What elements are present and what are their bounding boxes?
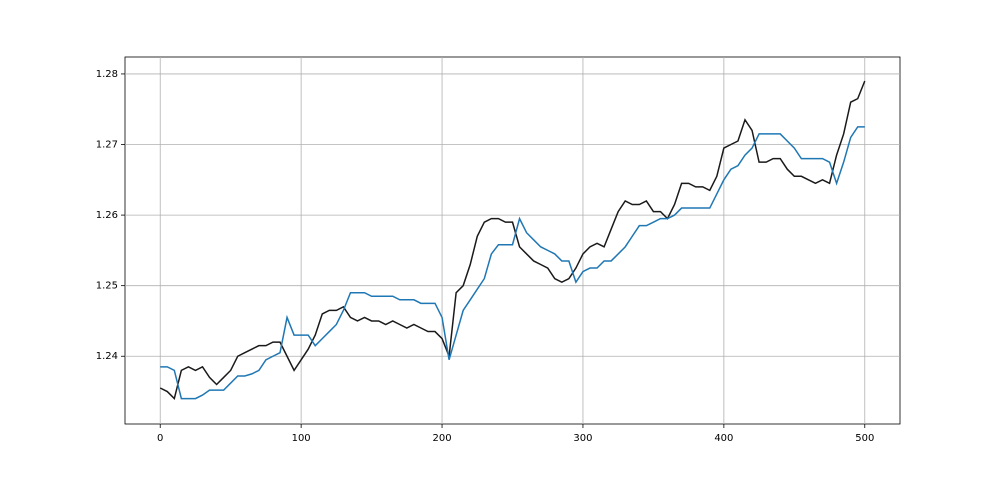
y-tick-label: 1.26 bbox=[96, 210, 118, 221]
series-line bbox=[159, 80, 866, 401]
x-tick-label: 400 bbox=[714, 433, 733, 444]
x-tick-label: 300 bbox=[573, 433, 592, 444]
y-tick-label: 1.24 bbox=[96, 351, 118, 362]
y-tick-label: 1.25 bbox=[96, 281, 118, 292]
x-tick-label: 200 bbox=[432, 433, 451, 444]
x-tick-label: 500 bbox=[855, 433, 874, 444]
y-tick-label: 1.27 bbox=[96, 140, 118, 151]
y-tick-label: 1.28 bbox=[96, 69, 118, 80]
plot-frame bbox=[124, 56, 901, 425]
series-line bbox=[160, 126, 865, 400]
x-tick-label: 100 bbox=[292, 433, 311, 444]
x-tick-label: 0 bbox=[157, 433, 163, 444]
